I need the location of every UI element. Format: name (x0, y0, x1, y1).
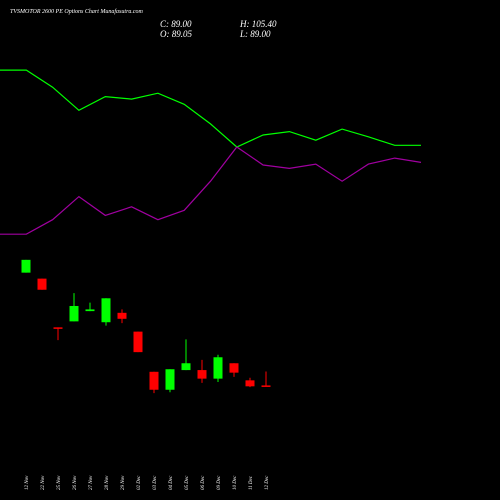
high-label: H: 105.40 (239, 19, 277, 29)
x-tick-label: 29 Nov (121, 475, 126, 490)
candle-body (245, 380, 255, 387)
candle-body (181, 363, 191, 371)
x-tick-label: 09 Dec (217, 475, 222, 490)
candle-body (261, 385, 271, 387)
candle-body (101, 298, 111, 323)
candle-body (197, 370, 207, 379)
x-tick-label: 26 Nov (73, 475, 78, 490)
x-tick-label: 22 Nov (41, 475, 46, 490)
candle-body (21, 259, 31, 273)
candle-body (133, 331, 143, 353)
chart-title: TVSMOTOR 2600 PE Options Chart Munafasut… (10, 8, 144, 15)
candle-body (229, 363, 239, 373)
candle-body (85, 309, 95, 312)
candle-body (213, 357, 223, 379)
candle-body (53, 327, 63, 329)
candle-body (69, 305, 79, 322)
x-tick-label: 03 Dec (153, 475, 158, 490)
x-tick-label: 06 Dec (201, 475, 206, 490)
x-tick-label: 02 Dec (137, 475, 142, 490)
x-tick-label: 25 Nov (57, 475, 62, 490)
x-tick-label: 11 Dec (249, 475, 254, 490)
candle-body (165, 369, 175, 390)
candle-body (117, 312, 127, 319)
x-tick-label: 04 Dec (169, 475, 174, 490)
open-label: O: 89.05 (160, 29, 192, 39)
x-tick-label: 10 Dec (233, 475, 238, 490)
x-tick-label: 28 Nov (105, 475, 110, 490)
candle-body (37, 278, 47, 290)
x-tick-label: 27 Nov (89, 475, 94, 490)
line-series (0, 146, 422, 235)
line-series (0, 69, 421, 148)
close-label: C: 89.00 (160, 19, 192, 29)
x-tick-label: 05 Dec (185, 475, 190, 490)
candle-body (149, 371, 159, 390)
x-tick-label: 12 Nov (25, 475, 30, 490)
low-label: L: 89.00 (239, 29, 271, 39)
x-tick-label: 12 Dec (265, 475, 270, 490)
